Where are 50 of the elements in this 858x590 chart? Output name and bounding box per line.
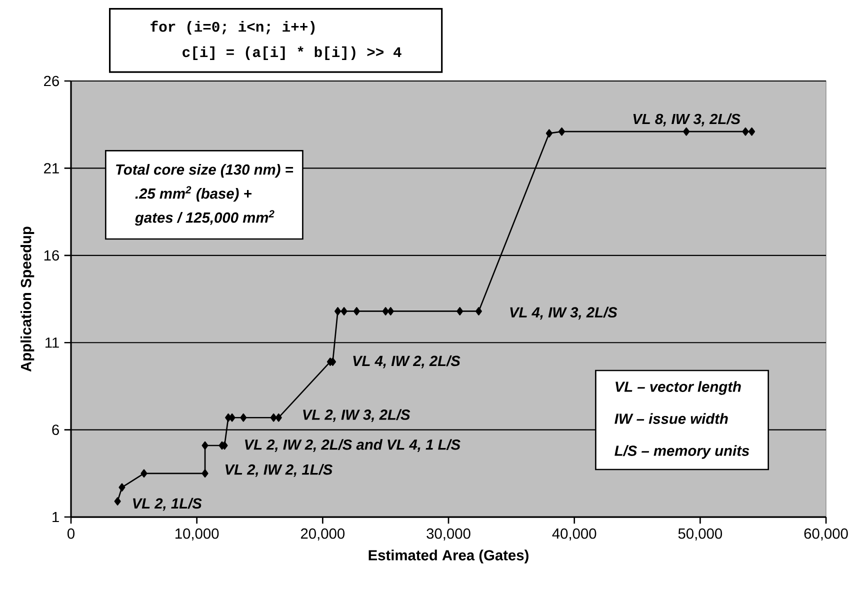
- point: [334, 307, 342, 316]
- annotation: VL 2, 1L/S: [133, 498, 202, 511]
- point: [140, 469, 148, 478]
- x-tick-label: 50,000: [678, 528, 722, 541]
- y-tick-label: 1: [52, 512, 59, 522]
- annotation: IW – issue width: [614, 413, 728, 424]
- point: [683, 127, 690, 136]
- annotation: Total core size (130 nm) =: [116, 164, 294, 178]
- text: c[i] = (a[i] * b[i]) >> 4: [182, 46, 402, 60]
- annotation: VL 2, IW 2, 2L/S and VL 4, 1 L/S: [245, 439, 460, 452]
- y-axis-title: Application Speedup: [20, 226, 34, 372]
- point: [748, 127, 756, 136]
- x-tick-label: 20,000: [300, 528, 345, 541]
- point: [475, 307, 482, 316]
- point: [270, 413, 277, 422]
- x-axis-title: Estimated Area (Gates): [368, 550, 528, 564]
- x-tick-label: 0: [67, 528, 74, 539]
- y-tick-label: 21: [44, 163, 59, 174]
- text: for (i=0; i<n; i++): [150, 20, 315, 35]
- y-tick-label: 6: [52, 424, 59, 436]
- point: [456, 307, 464, 316]
- point: [118, 483, 126, 492]
- y-tick-label: 11: [46, 338, 59, 348]
- y-tick-label: 26: [44, 76, 59, 86]
- point: [114, 497, 121, 506]
- x-tick-label: 10,000: [176, 528, 219, 541]
- annotation: VL – vector length: [616, 381, 741, 395]
- point: [742, 127, 749, 136]
- point: [340, 307, 348, 316]
- point: [558, 127, 566, 136]
- x-tick-label: 30,000: [426, 528, 470, 541]
- annotation: VL 4, IW 3, 2L/S: [510, 306, 618, 320]
- point: [382, 307, 389, 316]
- annotation: VL 2, IW 3, 2L/S: [303, 409, 410, 422]
- x-tick-label: 40,000: [552, 528, 596, 541]
- annotation: VL 4, IW 2, 2L/S: [353, 355, 460, 368]
- annotation: .25 mm$^{2}$ (base) +: [135, 186, 252, 202]
- point: [240, 413, 247, 422]
- x-tick-label: 60,000: [804, 528, 848, 541]
- annotation: gates / 125,000 mm$^{2}$: [134, 210, 274, 226]
- point: [202, 441, 208, 450]
- point: [275, 413, 282, 422]
- point: [387, 307, 394, 316]
- point: [546, 129, 552, 138]
- point: [202, 469, 208, 478]
- annotation: VL 8, IW 3, 2L/S: [633, 113, 740, 126]
- y-tick-label: 16: [44, 250, 59, 261]
- annotation: L/S – memory units: [614, 445, 750, 459]
- point: [353, 307, 360, 316]
- annotation: VL 2, IW 2, 1L/S: [226, 464, 333, 477]
